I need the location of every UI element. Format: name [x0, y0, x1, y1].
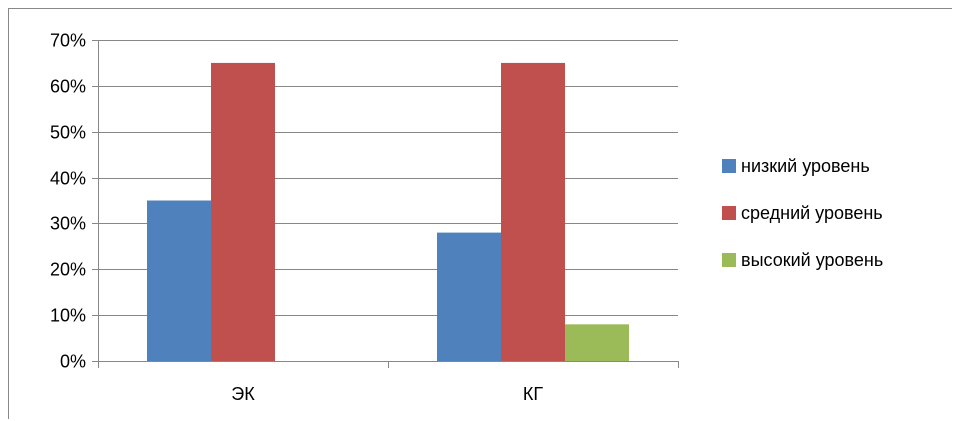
- legend-label: низкий уровень: [741, 156, 870, 176]
- y-tick-label: 70%: [50, 31, 86, 51]
- y-tick-label: 10%: [50, 306, 86, 326]
- axes: 0% 10% 20% 30% 40% 50% 60% 70% ЭК КГ: [50, 31, 679, 404]
- y-tick-label: 20%: [50, 260, 86, 280]
- y-tick-label: 0%: [60, 352, 86, 372]
- bar-2-КГ: [501, 62, 565, 362]
- y-tick-label: 30%: [50, 214, 86, 234]
- legend-swatch: [722, 253, 736, 267]
- bar-2-ЭК: [211, 62, 275, 362]
- legend-label: высокий уровень: [741, 250, 883, 270]
- category-label: ЭК: [231, 384, 255, 404]
- bar-1-ЭК: [147, 200, 211, 361]
- legend-label: средний уровень: [741, 203, 883, 223]
- legend-swatch: [722, 206, 736, 220]
- bars: [147, 62, 629, 362]
- bar-1-КГ: [437, 232, 501, 361]
- y-tick-label: 40%: [50, 169, 86, 189]
- gridlines: [98, 40, 678, 316]
- y-tick-label: 60%: [50, 77, 86, 97]
- category-label: КГ: [523, 384, 543, 404]
- legend: низкий уровень средний уровень высокий уро…: [722, 156, 883, 270]
- legend-swatch: [722, 159, 736, 173]
- y-tick-label: 50%: [50, 123, 86, 143]
- bar-3-КГ: [565, 324, 629, 361]
